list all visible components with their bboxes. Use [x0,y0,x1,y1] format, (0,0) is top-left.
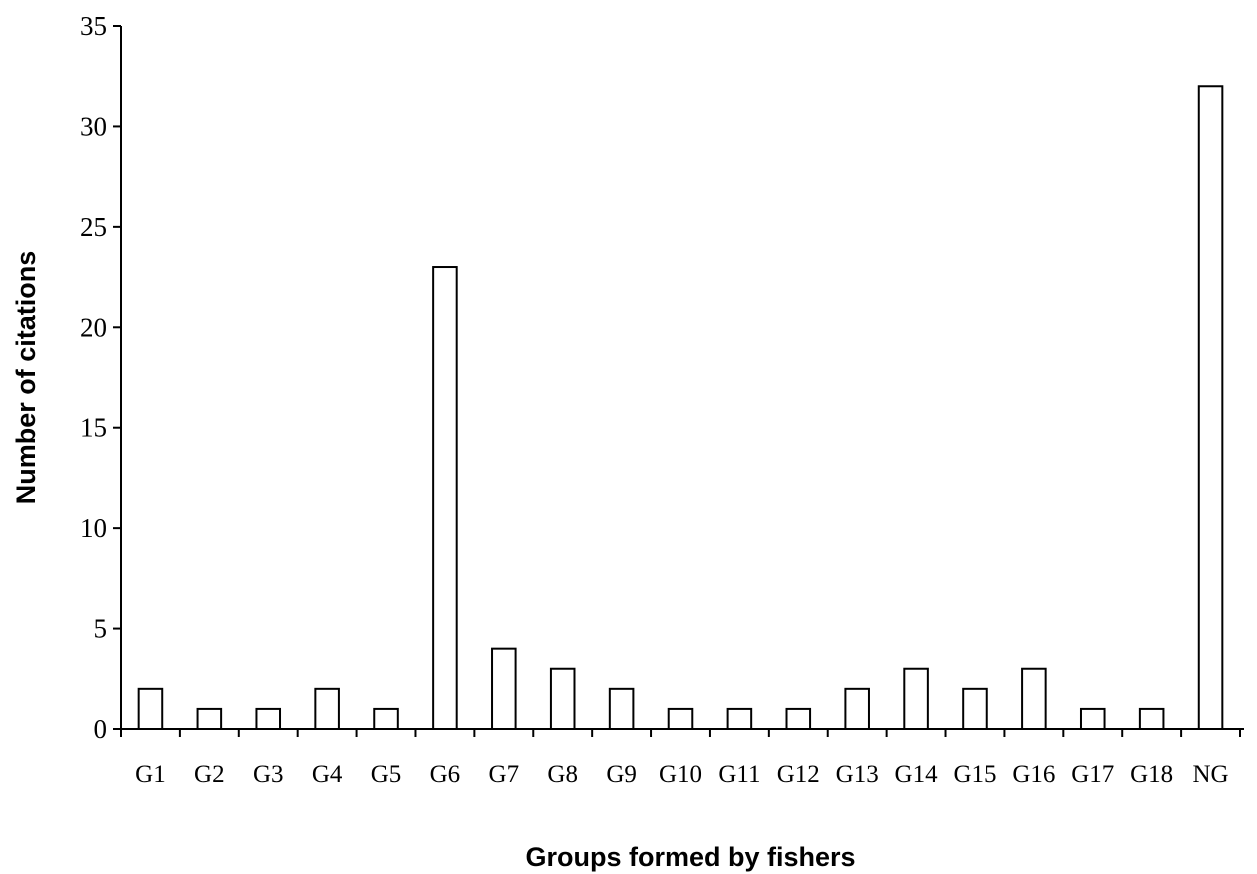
bar-g18 [1138,707,1165,731]
x-tick-label: G17 [1071,761,1114,788]
x-tick-label: G18 [1130,761,1173,788]
x-tick-label: G5 [371,761,402,788]
x-tick-label: G11 [718,761,760,788]
x-tick-label: G8 [547,761,578,788]
y-tick-label: 25 [80,212,107,242]
bar-g10 [667,707,694,731]
bar-g14 [903,667,929,730]
bar-g7 [491,647,517,731]
x-tick-label: G6 [430,761,461,788]
bar-g2 [196,707,223,731]
x-tick-label: G10 [659,761,702,788]
y-tick-label: 5 [94,614,108,644]
x-tick-label: G2 [194,761,225,788]
y-tick-label: 30 [80,111,107,141]
y-tick-label: 0 [94,714,108,744]
bar-ng [1197,85,1224,730]
x-tick-label: G12 [777,761,820,788]
x-tick-label: G9 [606,761,637,788]
x-tick-label: G1 [135,761,166,788]
x-tick-label: G4 [312,761,343,788]
bar-g5 [373,707,399,731]
bar-g11 [726,707,753,731]
bar-g17 [1079,707,1106,731]
bar-g4 [314,687,340,730]
y-tick-label: 15 [80,413,107,443]
bar-g9 [608,687,635,730]
x-axis-title: Groups formed by fishers [525,842,855,872]
bars [137,85,1224,731]
y-axis-title: Number of citations [11,251,41,505]
x-tick-label: G13 [836,761,879,788]
bar-g15 [962,687,988,730]
bar-g3 [255,707,282,731]
bar-g16 [1021,667,1047,730]
bar-g6 [432,266,458,730]
x-tick-label: G15 [953,761,996,788]
y-tick-label: 10 [80,513,107,543]
x-tick-label: G14 [895,761,939,788]
x-tick-label: G16 [1012,761,1055,788]
x-tick-label: G3 [253,761,284,788]
y-tick-label: 35 [80,11,107,41]
bar-g12 [785,707,812,731]
y-axis-ticks: 0 5 10 15 20 25 30 35 [80,11,121,744]
bar-g8 [549,667,576,730]
x-axis-ticks: G1 G2 G3 G4 G5 G6 G7 G8 G9 G10 G11 G12 G13 G14 G15 G16 G… [120,729,1241,788]
x-tick-label: G7 [489,761,520,788]
bar-g13 [844,687,870,730]
y-tick-label: 20 [80,312,107,342]
x-tick-label: NG [1192,761,1228,788]
bar-g1 [137,687,164,730]
